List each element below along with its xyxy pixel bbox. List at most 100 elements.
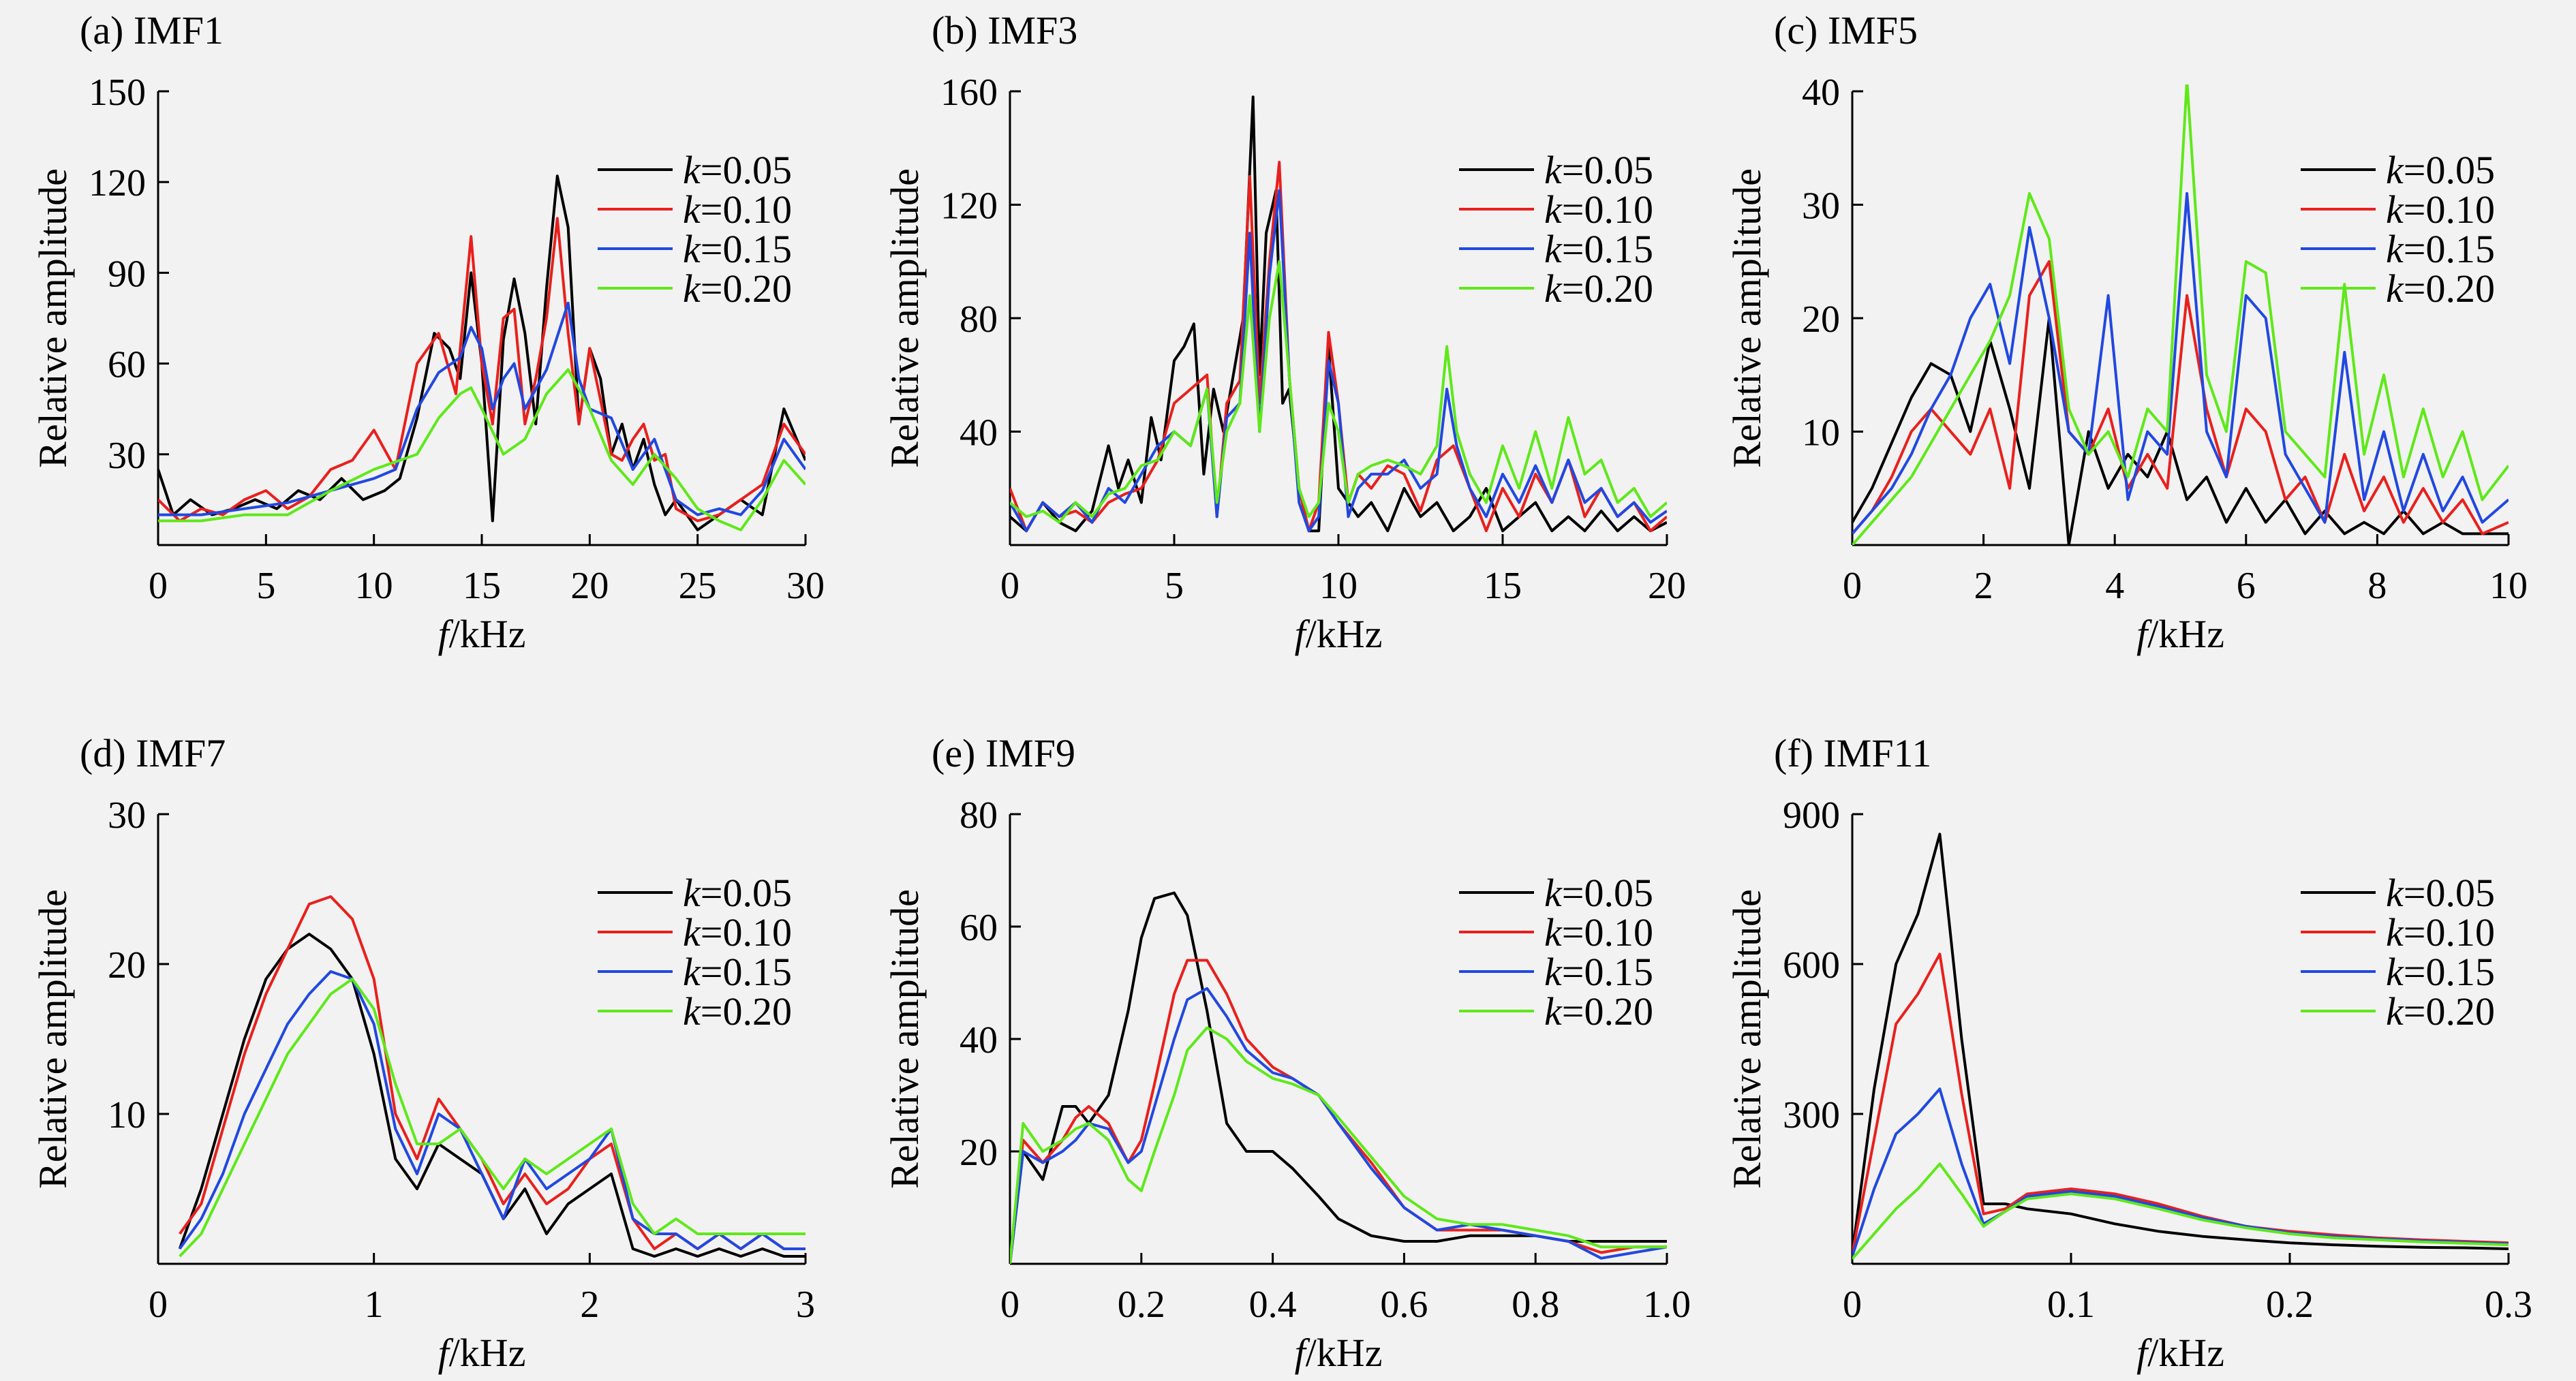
x-tick-label: 0 — [1843, 565, 1862, 607]
legend-label: k=0.10 — [2386, 910, 2495, 955]
x-tick-label: 0 — [1843, 1284, 1862, 1326]
legend-label: k=0.05 — [683, 148, 792, 192]
y-tick-label: 40 — [1802, 72, 1840, 114]
y-tick-label: 30 — [108, 794, 146, 837]
y-tick-label: 120 — [89, 162, 146, 204]
legend-label: k=0.10 — [1544, 187, 1653, 232]
legend-label-var: k — [2386, 148, 2404, 192]
x-axis-label-unit: /kHz — [449, 612, 526, 656]
legend-label-var: k — [1544, 187, 1563, 232]
legend-label: k=0.20 — [683, 266, 792, 311]
legend-label-var: k — [683, 871, 701, 915]
x-axis-label-unit: /kHz — [449, 1331, 526, 1375]
legend-label-value: =0.05 — [1562, 148, 1653, 192]
x-axis-label: f/kHz — [438, 1331, 526, 1375]
y-tick-label: 150 — [89, 72, 146, 114]
panel-title: (e) IMF9 — [932, 731, 1075, 775]
y-tick-label: 60 — [108, 344, 146, 386]
legend-label-value: =0.10 — [701, 187, 792, 232]
legend-label: k=0.10 — [683, 187, 792, 232]
legend-label-value: =0.10 — [2404, 910, 2495, 955]
series-line-4 — [1010, 260, 1667, 524]
x-tick-label: 25 — [679, 565, 717, 607]
y-axis-label: Relative amplitude — [31, 889, 75, 1189]
y-axis-label: Relative amplitude — [31, 168, 75, 468]
legend-label-value: =0.05 — [701, 871, 792, 915]
y-tick-label: 80 — [960, 298, 998, 341]
legend-label-var: k — [683, 148, 701, 192]
series-line-4 — [158, 368, 806, 531]
series-line-2 — [1852, 260, 2509, 536]
legend-label-var: k — [2386, 187, 2404, 232]
x-tick-label: 15 — [463, 565, 501, 607]
legend-label: k=0.10 — [1544, 910, 1653, 955]
x-axis-label-unit: /kHz — [2147, 612, 2224, 656]
y-tick-label: 600 — [1783, 944, 1840, 987]
legend-label-var: k — [2386, 227, 2404, 271]
series-line-3 — [158, 301, 806, 516]
legend-label: k=0.10 — [683, 910, 792, 955]
legend-label: k=0.05 — [1544, 871, 1653, 915]
legend-label-value: =0.20 — [701, 266, 792, 311]
series-line-3 — [1852, 191, 2509, 535]
x-tick-label: 0 — [149, 565, 168, 607]
legend-label-var: k — [2386, 266, 2404, 311]
x-tick-label: 0 — [149, 1284, 168, 1326]
legend-label-value: =0.10 — [1562, 910, 1653, 955]
panel-title: (d) IMF7 — [80, 731, 226, 775]
series-line-3 — [1852, 1087, 2509, 1257]
series-line-4 — [1852, 1162, 2509, 1260]
y-tick-label: 20 — [1802, 298, 1840, 341]
legend-label: k=0.05 — [2386, 148, 2495, 192]
legend-label-var: k — [1544, 266, 1563, 311]
y-tick-label: 80 — [960, 794, 998, 837]
x-tick-label: 0.2 — [1118, 1284, 1165, 1326]
legend-label-value: =0.10 — [701, 910, 792, 955]
legend-label-var: k — [2386, 989, 2404, 1034]
legend-label-var: k — [1544, 148, 1563, 192]
legend-label: k=0.15 — [1544, 950, 1653, 994]
chart-panel-4: (d) IMF7 0 1 2 3 10 20 30 f/kHz Relative amplitud… — [31, 731, 815, 1375]
x-axis-label: f/kHz — [438, 612, 526, 656]
y-tick-label: 300 — [1783, 1094, 1840, 1136]
legend-label-var: k — [683, 989, 701, 1034]
legend-label-value: =0.15 — [701, 950, 792, 994]
legend-label-value: =0.20 — [1562, 989, 1653, 1034]
x-tick-label: 10 — [1319, 565, 1358, 607]
legend-label-var: k — [683, 187, 701, 232]
legend-label-var: k — [2386, 950, 2404, 994]
panel-title: (c) IMF5 — [1774, 8, 1918, 52]
series-line-1 — [1010, 891, 1667, 1264]
legend: k=0.05k=0.10k=0.15k=0.20 — [2301, 871, 2495, 1034]
panel-title: (a) IMF1 — [80, 8, 224, 52]
y-axis-label: Relative amplitude — [883, 168, 927, 468]
y-tick-label: 20 — [960, 1132, 998, 1174]
x-tick-label: 1 — [365, 1284, 384, 1326]
chart-panel-1: (a) IMF1 0 5 10 15 20 25 30 30 60 90 120 150 f/kHz Rel… — [31, 8, 825, 656]
x-tick-label: 1.0 — [1643, 1284, 1691, 1326]
chart-panel-3: (c) IMF5 0 2 4 6 8 10 10 20 30 40 f/kHz Relative amp… — [1725, 8, 2528, 656]
x-tick-label: 6 — [2237, 565, 2256, 607]
chart-panel-5: (e) IMF9 0 0.2 0.4 0.6 0.8 1.0 20 40 60 80 f/kHz Rel… — [883, 731, 1691, 1375]
legend-label: k=0.15 — [683, 227, 792, 271]
series-line-4 — [1010, 1026, 1667, 1264]
x-tick-label: 30 — [786, 565, 825, 607]
x-tick-label: 3 — [796, 1284, 815, 1326]
legend: k=0.05k=0.10k=0.15k=0.20 — [1459, 871, 1653, 1034]
legend-label-value: =0.15 — [1562, 950, 1653, 994]
legend-label-var: k — [683, 227, 701, 271]
y-tick-label: 10 — [1802, 412, 1840, 454]
x-tick-label: 5 — [256, 565, 275, 607]
x-tick-label: 10 — [2489, 565, 2528, 607]
legend-label: k=0.20 — [2386, 266, 2495, 311]
legend-label-value: =0.05 — [1562, 871, 1653, 915]
x-tick-label: 0.4 — [1249, 1284, 1297, 1326]
y-tick-label: 30 — [1802, 185, 1840, 228]
series-line-3 — [1010, 189, 1667, 533]
panel-title: (b) IMF3 — [932, 8, 1077, 52]
x-tick-label: 0.6 — [1380, 1284, 1428, 1326]
legend-label-value: =0.20 — [2404, 989, 2495, 1034]
chart-panel-2: (b) IMF3 0 5 10 15 20 40 80 120 160 f/kHz Relative … — [883, 8, 1686, 656]
x-tick-label: 0 — [1000, 1284, 1019, 1326]
